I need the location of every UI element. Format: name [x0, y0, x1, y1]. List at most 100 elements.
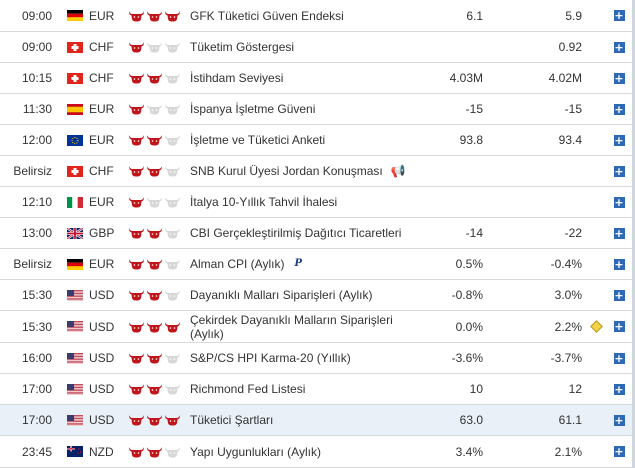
event-name[interactable]: İtalya 10-Yıllık Tahvil İhalesi: [190, 195, 338, 209]
event-currency: USD: [89, 288, 115, 302]
event-name[interactable]: İspanya İşletme Güveni: [190, 102, 316, 116]
event-name[interactable]: SNB Kurul Üyesi Jordan Konuşması: [190, 164, 383, 178]
event-name-cell[interactable]: Tüketim Göstergesi: [190, 32, 425, 62]
event-forecast: 61.1: [558, 413, 582, 427]
event-name-cell[interactable]: Yapı Uygunlukları (Aylık): [190, 436, 425, 467]
event-name[interactable]: Alman CPI (Aylık): [190, 257, 285, 271]
event-currency: USD: [89, 413, 115, 427]
preliminary-icon: P: [294, 258, 302, 269]
table-row[interactable]: 15:30 USD Çekirdek Dayanıklı Malların Si…: [0, 311, 635, 343]
event-name[interactable]: İstihdam Seviyesi: [190, 71, 284, 85]
eu-flag-icon: [66, 134, 83, 146]
event-actual: [410, 156, 483, 186]
table-row[interactable]: 11:30 EUR İspanya İşletme Güveni -15 -15…: [0, 94, 635, 125]
speech-icon: 📢: [390, 164, 406, 178]
table-row[interactable]: 12:00 EUR İşletme ve Tüketici Anketi 93.…: [0, 125, 635, 156]
event-name[interactable]: CBI Gerçekleştirilmiş Dağıtıcı Ticaretle…: [190, 226, 402, 240]
event-name[interactable]: Tüketici Şartları: [190, 413, 274, 427]
importance-bull-icon: [164, 352, 181, 364]
event-name[interactable]: S&P/CS HPI Karma-20 (Yıllık): [190, 351, 351, 365]
expand-button[interactable]: +: [613, 320, 625, 333]
event-name[interactable]: Tüketim Göstergesi: [190, 40, 295, 54]
event-name[interactable]: Çekirdek Dayanıklı Malların Siparişleri …: [190, 312, 393, 341]
table-row[interactable]: 17:00 USD Richmond Fed Listesi 10 12 +: [0, 374, 635, 405]
expand-button[interactable]: +: [613, 164, 625, 178]
importance-bull-icon: [146, 134, 163, 146]
expand-button[interactable]: +: [613, 9, 625, 22]
expand-button[interactable]: +: [613, 413, 625, 427]
event-name-cell[interactable]: Richmond Fed Listesi: [190, 374, 425, 404]
event-currency: EUR: [89, 257, 115, 271]
importance-bull-icon: [146, 103, 163, 115]
event-name[interactable]: Richmond Fed Listesi: [190, 382, 306, 396]
event-name[interactable]: Yapı Uygunlukları (Aylık): [190, 444, 321, 459]
event-actual: -0.8%: [451, 288, 483, 302]
expand-button[interactable]: +: [613, 226, 625, 240]
event-currency: CHF: [89, 40, 114, 54]
importance-rating: [128, 436, 184, 467]
expand-button[interactable]: +: [613, 133, 625, 147]
event-forecast: 2.2%: [554, 319, 582, 334]
expand-button[interactable]: +: [613, 102, 625, 116]
importance-bull-icon: [146, 72, 163, 84]
table-row[interactable]: 09:00 EUR GFK Tüketici Güven Endeksi 6.1…: [0, 0, 635, 32]
event-name-cell[interactable]: İşletme ve Tüketici Anketi: [190, 125, 425, 155]
importance-bull-icon: [146, 321, 163, 333]
importance-bull-icon: [164, 165, 181, 177]
event-name-cell[interactable]: İtalya 10-Yıllık Tahvil İhalesi: [190, 187, 425, 217]
importance-bull-icon: [128, 383, 145, 395]
event-actual: -14: [465, 226, 483, 240]
expand-button[interactable]: +: [613, 40, 625, 54]
event-name[interactable]: Dayanıklı Malları Siparişleri (Aylık): [190, 288, 373, 302]
importance-bull-icon: [146, 446, 163, 458]
event-name-cell[interactable]: GFK Tüketici Güven Endeksi: [190, 0, 425, 31]
importance-rating: [128, 94, 184, 124]
table-row[interactable]: 17:00 USD Tüketici Şartları 63.0 61.1 +: [0, 405, 635, 436]
importance-rating: [128, 125, 184, 155]
importance-bull-icon: [128, 446, 145, 458]
event-name-cell[interactable]: Tüketici Şartları: [190, 405, 425, 435]
event-name-cell[interactable]: S&P/CS HPI Karma-20 (Yıllık): [190, 343, 425, 373]
event-time: Belirsiz: [13, 257, 52, 271]
table-row[interactable]: 13:00 GBP CBI Gerçekleştirilmiş Dağıtıcı…: [0, 218, 635, 249]
table-row[interactable]: Belirsiz CHF SNB Kurul Üyesi Jordan Konu…: [0, 156, 635, 187]
event-name-cell[interactable]: Alman CPI (Aylık) P: [190, 249, 425, 279]
importance-rating: [128, 249, 184, 279]
importance-rating: [128, 0, 184, 31]
scrollbar[interactable]: [632, 0, 635, 468]
event-forecast: [505, 187, 582, 217]
expand-button[interactable]: +: [613, 71, 625, 85]
table-row[interactable]: 10:15 CHF İstihdam Seviyesi 4.03M 4.02M …: [0, 63, 635, 94]
event-name-cell[interactable]: İspanya İşletme Güveni: [190, 94, 425, 124]
expand-button[interactable]: +: [613, 257, 625, 271]
table-row[interactable]: 23:45 NZD Yapı Uygunlukları (Aylık) 3.4%…: [0, 436, 635, 468]
expand-button[interactable]: +: [613, 445, 625, 458]
importance-rating: [128, 218, 184, 248]
new-zealand-flag-icon: [66, 446, 83, 457]
event-forecast: 3.0%: [554, 288, 582, 302]
event-name[interactable]: İşletme ve Tüketici Anketi: [190, 133, 326, 147]
importance-bull-icon: [128, 289, 145, 301]
importance-rating: [128, 187, 184, 217]
expand-button[interactable]: +: [613, 351, 625, 365]
switzerland-flag-icon: [66, 165, 83, 177]
event-name-cell[interactable]: Dayanıklı Malları Siparişleri (Aylık): [190, 280, 425, 310]
importance-bull-icon: [164, 383, 181, 395]
switzerland-flag-icon: [66, 41, 83, 53]
table-row[interactable]: 12:10 EUR İtalya 10-Yıllık Tahvil İhales…: [0, 187, 635, 218]
event-name-cell[interactable]: SNB Kurul Üyesi Jordan Konuşması 📢: [190, 156, 425, 186]
expand-button[interactable]: +: [613, 382, 625, 396]
event-name-cell[interactable]: İstihdam Seviyesi: [190, 63, 425, 93]
importance-bull-icon: [164, 41, 181, 53]
table-row[interactable]: 16:00 USD S&P/CS HPI Karma-20 (Yıllık) -…: [0, 343, 635, 374]
table-row[interactable]: 09:00 CHF Tüketim Göstergesi 0.92 +: [0, 32, 635, 63]
table-row[interactable]: 15:30 USD Dayanıklı Malları Siparişleri …: [0, 280, 635, 311]
event-name-cell[interactable]: CBI Gerçekleştirilmiş Dağıtıcı Ticaretle…: [190, 218, 425, 248]
event-actual: -15: [465, 102, 483, 116]
event-name[interactable]: GFK Tüketici Güven Endeksi: [190, 8, 344, 23]
expand-button[interactable]: +: [613, 195, 625, 209]
expand-button[interactable]: +: [613, 288, 625, 302]
event-currency: USD: [89, 319, 115, 334]
table-row[interactable]: Belirsiz EUR Alman CPI (Aylık) P 0.5% -0…: [0, 249, 635, 280]
event-name-cell[interactable]: Çekirdek Dayanıklı Malların Siparişleri …: [190, 311, 425, 342]
